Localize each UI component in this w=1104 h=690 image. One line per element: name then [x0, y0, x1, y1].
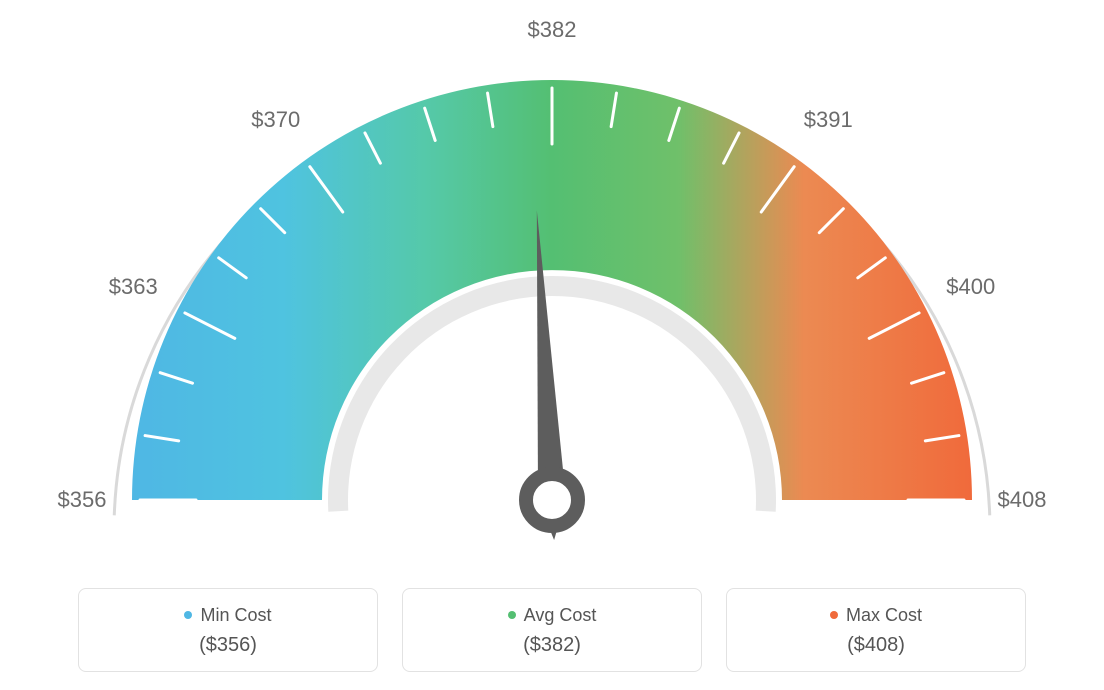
gauge-tick-label: $363: [109, 274, 158, 300]
legend-card-min: Min Cost ($356): [78, 588, 378, 672]
legend-row: Min Cost ($356) Avg Cost ($382) Max Cost…: [0, 588, 1104, 672]
dot-icon: [830, 611, 838, 619]
legend-title-avg: Avg Cost: [403, 605, 701, 626]
gauge-svg: [0, 0, 1104, 560]
legend-title-avg-text: Avg Cost: [524, 605, 597, 625]
gauge-tick-label: $400: [946, 274, 995, 300]
legend-card-max: Max Cost ($408): [726, 588, 1026, 672]
legend-title-max-text: Max Cost: [846, 605, 922, 625]
gauge-tick-label: $382: [528, 17, 577, 43]
legend-title-max: Max Cost: [727, 605, 1025, 626]
dot-icon: [508, 611, 516, 619]
gauge-tick-label: $408: [998, 487, 1047, 513]
legend-value-avg: ($382): [403, 634, 701, 657]
gauge-tick-label: $391: [804, 107, 853, 133]
gauge-chart: $356 $363 $370 $382 $391 $400 $408: [0, 0, 1104, 560]
gauge-tick-label: $370: [251, 107, 300, 133]
legend-value-max: ($408): [727, 634, 1025, 657]
gauge-tick-label: $356: [58, 487, 107, 513]
legend-card-avg: Avg Cost ($382): [402, 588, 702, 672]
legend-title-min-text: Min Cost: [200, 605, 271, 625]
legend-title-min: Min Cost: [79, 605, 377, 626]
dot-icon: [184, 611, 192, 619]
legend-value-min: ($356): [79, 634, 377, 657]
